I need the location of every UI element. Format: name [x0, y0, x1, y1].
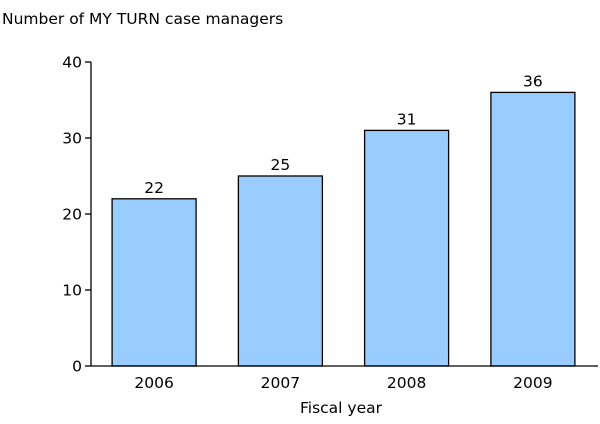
x-tick-label-2009: 2009: [513, 374, 552, 392]
bar-2009: [490, 91, 576, 367]
data-label-2009: 36: [523, 72, 543, 90]
bar-2006: [111, 198, 197, 367]
labels-layer: 22 2006 25 2007 31 2008 36 2009 0 10 20 30 40: [62, 54, 552, 393]
x-tick-label-2006: 2006: [134, 374, 173, 392]
data-label-2008: 31: [397, 110, 417, 128]
x-tick-label-2008: 2008: [387, 374, 426, 392]
y-tick-label-10: 10: [62, 282, 82, 300]
bar-2007: [237, 175, 324, 367]
x-tick-label-2007: 2007: [261, 374, 300, 392]
x-axis-title: Fiscal year: [300, 399, 383, 417]
axes-layer: [85, 61, 598, 367]
data-label-2006: 22: [144, 179, 164, 197]
y-tick-label-20: 20: [62, 206, 82, 224]
data-label-2007: 25: [271, 156, 291, 174]
y-tick-label-30: 30: [62, 130, 82, 148]
y-tick-label-0: 0: [72, 358, 82, 376]
bar-2008: [363, 129, 450, 367]
bars-layer: [111, 91, 576, 367]
y-tick-label-40: 40: [62, 54, 82, 72]
y-axis-title: Number of MY TURN case managers: [2, 10, 284, 28]
